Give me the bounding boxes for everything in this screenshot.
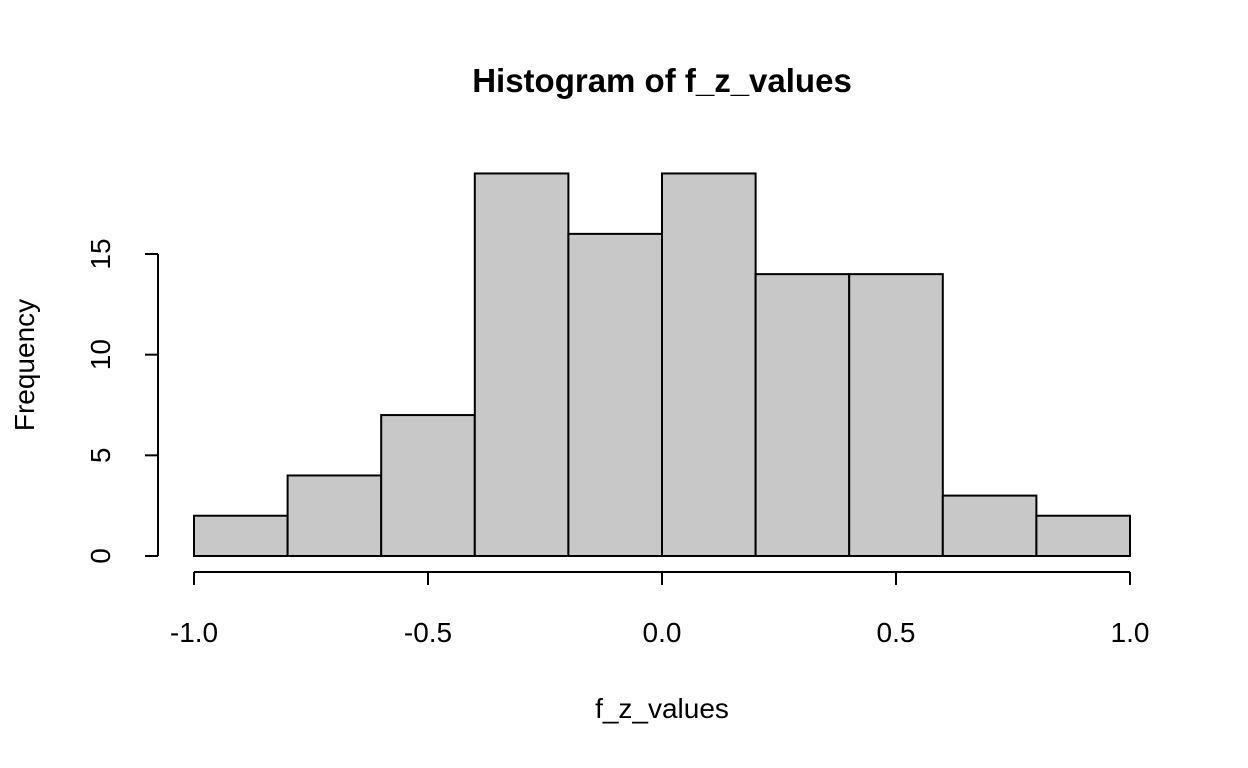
y-axis: 0 5 10 15 [85, 238, 159, 564]
histogram-bar [941, 494, 1038, 558]
chart-title: Histogram of f_z_values [472, 62, 852, 99]
y-tick-label: 15 [85, 238, 116, 269]
x-tick-label: 0.0 [643, 617, 682, 648]
histogram-bar [286, 474, 383, 558]
histogram-bar [473, 172, 570, 557]
y-axis-title: Frequency [9, 299, 40, 431]
x-axis-title: f_z_values [595, 693, 729, 724]
bars-group [193, 172, 1132, 558]
y-tick-label: 10 [85, 339, 116, 370]
y-tick-label: 5 [85, 448, 116, 464]
x-tick-label: -0.5 [404, 617, 452, 648]
y-tick-label: 0 [85, 548, 116, 564]
histogram-bar [848, 273, 944, 557]
histogram-bar [193, 514, 289, 558]
histogram-bar [380, 414, 476, 558]
histogram-bar [754, 273, 851, 557]
x-tick-label: -1.0 [170, 617, 218, 648]
x-tick-label: 0.5 [877, 617, 916, 648]
x-tick-label: 1.0 [1111, 617, 1150, 648]
histogram-bar [567, 232, 664, 557]
histogram-bar [1035, 514, 1132, 558]
x-axis: -1.0 -0.5 0.0 0.5 1.0 [170, 571, 1150, 648]
histogram-bar [661, 172, 757, 557]
